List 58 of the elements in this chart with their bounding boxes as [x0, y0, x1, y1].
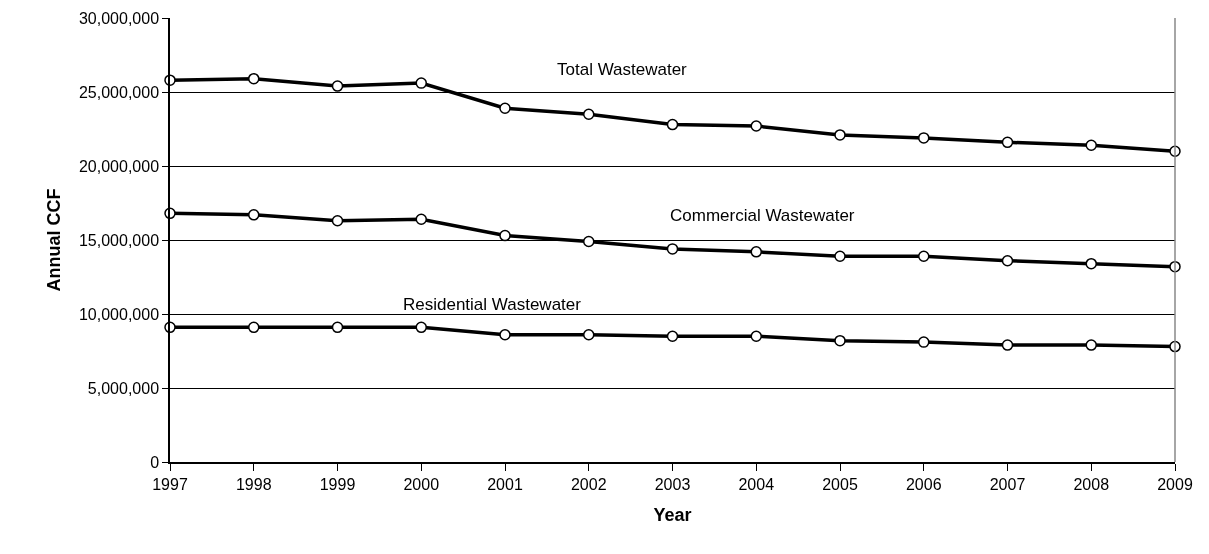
point [666, 330, 679, 342]
point [834, 250, 846, 263]
point [331, 321, 344, 334]
point [918, 250, 930, 263]
point [750, 330, 762, 342]
point [583, 108, 595, 120]
x-tick-label: 2007 [989, 475, 1026, 493]
series-label: Commercial Wastewater [670, 206, 855, 225]
x-tick-label: 2000 [403, 475, 440, 493]
y-tick-label: 30,000,000 [78, 9, 160, 27]
point [750, 246, 762, 258]
point [248, 72, 260, 85]
point [499, 229, 511, 242]
y-tick-label: 20,000,000 [78, 157, 160, 175]
y-tick-label: 15,000,000 [78, 231, 160, 249]
x-tick-label: 2002 [570, 475, 607, 493]
y-tick-label: 0 [150, 453, 160, 471]
x-tick-label: 2003 [654, 475, 691, 493]
point [666, 118, 679, 131]
point [331, 80, 344, 92]
point [499, 102, 511, 115]
point [666, 243, 679, 255]
point [583, 235, 595, 248]
x-tick-label: 2005 [822, 475, 858, 493]
point [415, 213, 427, 226]
point [1001, 254, 1014, 267]
point [750, 120, 762, 132]
point [1001, 339, 1014, 351]
y-tick-label: 25,000,000 [78, 83, 160, 101]
x-tick-label: 1999 [319, 475, 356, 493]
point [1085, 339, 1097, 351]
x-tick-label: 2001 [487, 475, 523, 493]
point [248, 321, 260, 334]
point [331, 215, 344, 227]
x-axis-title: Year [653, 504, 692, 525]
series-label: Total Wastewater [557, 60, 688, 79]
point [1085, 257, 1097, 270]
point [583, 328, 595, 341]
y-tick-label: 5,000,000 [87, 379, 160, 397]
point [834, 129, 846, 141]
point [499, 328, 511, 341]
point [1085, 139, 1097, 152]
point [248, 209, 260, 221]
series-label: Residential Wastewater [403, 295, 582, 314]
x-tick-label: 2009 [1157, 475, 1193, 493]
x-tick-label: 2004 [738, 475, 775, 493]
x-tick-label: 2008 [1073, 475, 1110, 493]
point [1001, 136, 1014, 149]
point [415, 321, 427, 334]
x-tick-label: 1997 [152, 475, 188, 493]
x-tick-label: 1998 [235, 475, 272, 493]
y-axis-title: Annual CCF [43, 188, 64, 292]
point [918, 336, 930, 348]
point [834, 334, 846, 347]
point [415, 77, 427, 89]
point [918, 132, 930, 144]
x-tick-label: 2006 [905, 475, 942, 493]
y-tick-label: 10,000,000 [78, 305, 160, 323]
